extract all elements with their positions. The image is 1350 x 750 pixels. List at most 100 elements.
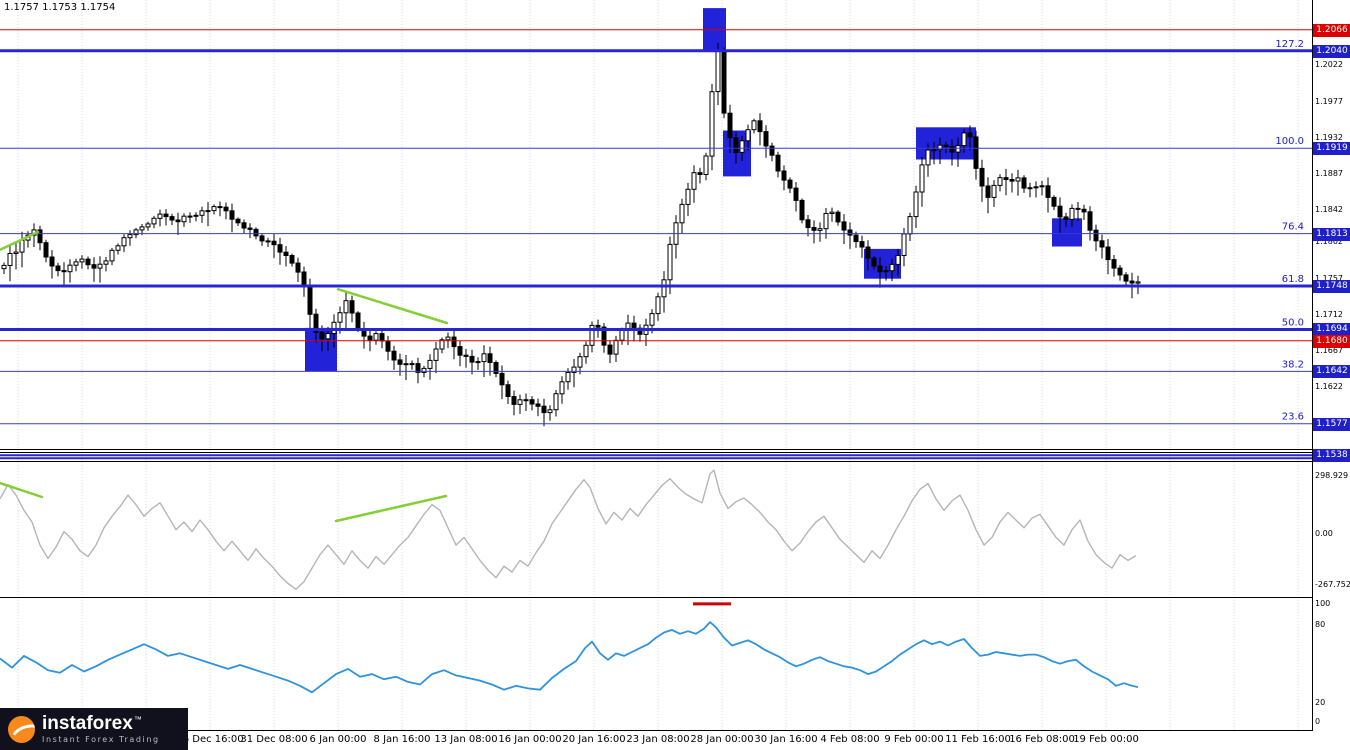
candle-body bbox=[1051, 196, 1057, 207]
fib-level-label: 127.2 bbox=[1275, 39, 1304, 50]
candle-body bbox=[529, 399, 535, 405]
candle-body bbox=[433, 348, 439, 361]
price-axis-tick: 1.1932 bbox=[1315, 133, 1343, 142]
candle-body bbox=[565, 372, 571, 383]
candle-body bbox=[757, 120, 763, 133]
candle-body bbox=[655, 296, 661, 315]
candle-body bbox=[439, 339, 445, 350]
candle-body bbox=[211, 206, 217, 212]
candle-body bbox=[343, 300, 349, 314]
cci-axis-tick: 298.929 bbox=[1315, 471, 1349, 480]
candle-body bbox=[373, 333, 379, 341]
candle-body bbox=[493, 362, 499, 374]
price-axis-tick: 1.1977 bbox=[1315, 97, 1343, 106]
candle-body bbox=[1003, 177, 1009, 181]
candle-body bbox=[667, 243, 673, 281]
price-axis-tick: 1.1842 bbox=[1315, 205, 1343, 214]
candle-body bbox=[1069, 207, 1075, 220]
candle-body bbox=[1129, 280, 1135, 284]
fib-level-label: 61.8 bbox=[1282, 274, 1304, 285]
price-trendline[interactable] bbox=[0, 230, 40, 251]
candle-body bbox=[109, 249, 115, 262]
candle-body bbox=[535, 403, 541, 407]
candle-body bbox=[301, 271, 307, 288]
candle-body bbox=[355, 312, 361, 330]
candle-body bbox=[337, 312, 343, 323]
candle-body bbox=[859, 241, 865, 248]
candle-body bbox=[289, 255, 295, 264]
candle-body bbox=[607, 344, 613, 355]
instaforex-logo: instaforex™ Instant Forex Trading bbox=[0, 708, 188, 750]
candle-body bbox=[229, 210, 235, 220]
time-axis-label: 4 Feb 08:00 bbox=[820, 734, 880, 745]
candle-body bbox=[121, 237, 127, 247]
candle-body bbox=[463, 354, 469, 357]
fib-level-label: 38.2 bbox=[1282, 359, 1304, 370]
time-axis-label: 26 Dec 16:00 bbox=[176, 734, 244, 745]
candle-body bbox=[37, 229, 43, 244]
candle-body bbox=[817, 228, 823, 231]
candle-body bbox=[979, 167, 985, 187]
candle-body bbox=[601, 326, 607, 346]
signal-zone-rect[interactable] bbox=[1052, 218, 1082, 247]
price-axis-badge: 1.1748 bbox=[1313, 280, 1350, 293]
candle-body bbox=[187, 215, 193, 218]
candle-body bbox=[451, 336, 457, 348]
candle-body bbox=[559, 381, 565, 395]
chart-canvas[interactable]: 127.2 100.0 76.4 61.8 50.0 38.2 23.6 bbox=[0, 0, 1312, 731]
candle-body bbox=[313, 313, 319, 333]
candle-body bbox=[1045, 185, 1051, 198]
candle-body bbox=[157, 213, 163, 219]
candle-body bbox=[727, 112, 733, 139]
candle-body bbox=[271, 240, 277, 246]
candle-body bbox=[445, 336, 451, 341]
candle-body bbox=[523, 399, 529, 402]
price-trendline[interactable] bbox=[336, 287, 449, 325]
price-axis-badge: 1.1642 bbox=[1313, 365, 1350, 378]
fib-level-label: 50.0 bbox=[1282, 318, 1304, 329]
cci-trendline[interactable] bbox=[0, 481, 44, 499]
candle-body bbox=[331, 321, 337, 334]
time-axis-label: 31 Dec 08:00 bbox=[240, 734, 308, 745]
cci-axis-tick: -267.752 bbox=[1315, 580, 1350, 589]
candle-body bbox=[1021, 177, 1027, 189]
candle-body bbox=[1009, 179, 1015, 182]
logo-brand-text: instaforex bbox=[42, 713, 133, 734]
candle-body bbox=[295, 262, 301, 273]
candle-body bbox=[169, 216, 175, 221]
candle-body bbox=[871, 257, 877, 267]
cci-trendline[interactable] bbox=[334, 494, 448, 523]
candle-body bbox=[85, 258, 91, 266]
price-axis-badge: 1.1813 bbox=[1313, 228, 1350, 241]
candle-body bbox=[883, 270, 889, 273]
candle-body bbox=[583, 344, 589, 358]
candle-body bbox=[577, 356, 583, 368]
candle-body bbox=[247, 227, 253, 230]
candle-body bbox=[97, 263, 103, 269]
candle-body bbox=[1, 264, 7, 270]
candle-body bbox=[841, 221, 847, 231]
candle-body bbox=[73, 261, 79, 266]
candle-body bbox=[619, 329, 625, 341]
candle-body bbox=[427, 359, 433, 369]
time-axis-label: 13 Jan 08:00 bbox=[434, 734, 498, 745]
instaforex-logo-icon bbox=[8, 715, 35, 743]
candle-body bbox=[943, 144, 949, 148]
candle-body bbox=[733, 137, 739, 153]
candle-body bbox=[823, 213, 829, 230]
candle-body bbox=[367, 335, 373, 341]
candle-body bbox=[973, 136, 979, 169]
fib-level-label: 23.6 bbox=[1282, 412, 1304, 423]
candle-body bbox=[151, 217, 157, 225]
candle-body bbox=[715, 49, 721, 93]
cci-axis-tick: 0.00 bbox=[1315, 529, 1333, 538]
candle-body bbox=[133, 229, 139, 236]
candle-body bbox=[49, 256, 55, 267]
candle-body bbox=[145, 223, 151, 228]
candle-body bbox=[541, 405, 547, 414]
candle-body bbox=[43, 242, 49, 258]
candle-body bbox=[799, 199, 805, 221]
candle-body bbox=[115, 245, 121, 251]
price-axis-tick: 1.1887 bbox=[1315, 169, 1343, 178]
price-axis-tick: 1.1757 bbox=[1315, 274, 1343, 283]
